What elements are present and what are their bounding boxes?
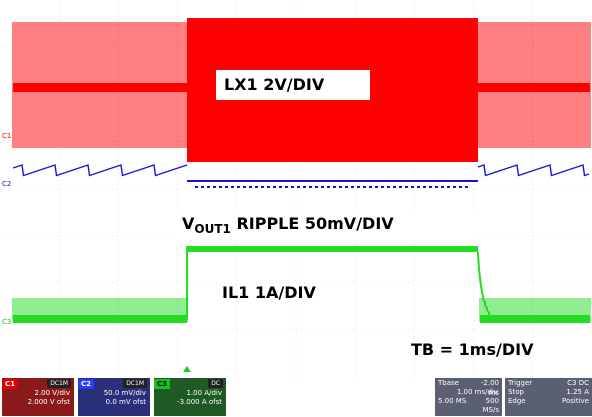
timebase-annotation: TB = 1ms/DIV [411,340,534,359]
ch1-panel[interactable]: C1 DC1M 2.00 V/div 2.000 V ofst [2,378,74,416]
timebase-samples: 5.00 MS [438,397,467,405]
ch3-baseline-left [13,315,187,323]
ch2-marker: C2 [2,180,12,188]
ch3-offset: -3.000 A ofst [177,398,222,406]
ch2-ripple-right [477,164,590,177]
trigger-type: Edge [508,397,526,405]
scope-display: LX1 2V/DIV VOUT1 RIPPLE 50mV/DIV IL1 1A/… [0,0,592,377]
vout-main-text: V [182,214,195,233]
ch2-scale: 50.0 mV/div [103,389,146,397]
ch3-scale: 1.00 A/div [186,389,223,397]
ch3-badge: DC [208,379,223,388]
status-bar: C1 DC1M 2.00 V/div 2.000 V ofst C2 DC1M 50… [0,377,592,417]
ch1-marker: C1 [2,132,12,140]
ch3-marker: C3 [2,318,12,326]
ch2-tag: C2 [78,378,95,389]
timebase-rate: 500 MS/s [482,397,500,414]
ch2-offset: 0.0 mV ofst [105,398,146,406]
ch3-current-ripple [12,298,591,322]
trigger-label: Trigger [508,379,533,387]
timebase-scale: 1.00 ms/div [456,388,498,396]
ch2-ripple-left [12,164,188,177]
ch2-badge: DC1M [123,379,147,388]
trigger-level: 1.25 A [566,388,589,396]
vout-subscript: OUT1 [194,222,231,236]
trigger-slope: Positive [562,397,589,405]
ch2-panel[interactable]: C2 DC1M 50.0 mV/div 0.0 mV ofst [78,378,150,416]
ch3-fall-edge [477,251,491,316]
timebase-panel[interactable]: Tbase -2.00 ms 1.00 ms/div 5.00 MS 500 MS/… [435,378,502,416]
trigger-mode: Stop [508,388,524,396]
vout-annotation: VOUT1 RIPPLE 50mV/DIV [176,210,476,238]
ch1-baseline-left [13,83,187,92]
ch1-scale: 2.00 V/div [34,389,71,397]
vout-ripple-text: RIPPLE 50mV/DIV [230,214,394,233]
ch3-tag: C3 [154,378,171,389]
ch1-tag: C1 [2,378,19,389]
timebase-label: Tbase [438,379,459,387]
il-annotation: IL1 1A/DIV [222,283,316,302]
waveform-area [0,0,592,377]
trigger-panel[interactable]: Trigger C3 DC Stop 1.25 A Edge Positive [505,378,592,416]
trigger-position-marker [183,366,191,372]
ch3-panel[interactable]: C3 DC 1.00 A/div -3.000 A ofst [154,378,226,416]
ch1-badge: DC1M [47,379,71,388]
lx-annotation: LX1 2V/DIV [216,70,370,100]
timebase-delay: -2.00 ms [480,379,499,397]
ch1-baseline-right [478,83,590,92]
ch1-offset: 2.000 V ofst [27,398,70,406]
ch3-high-level [187,246,478,252]
trigger-badge: C3 DC [567,379,589,387]
ch3-baseline-right [480,315,590,323]
